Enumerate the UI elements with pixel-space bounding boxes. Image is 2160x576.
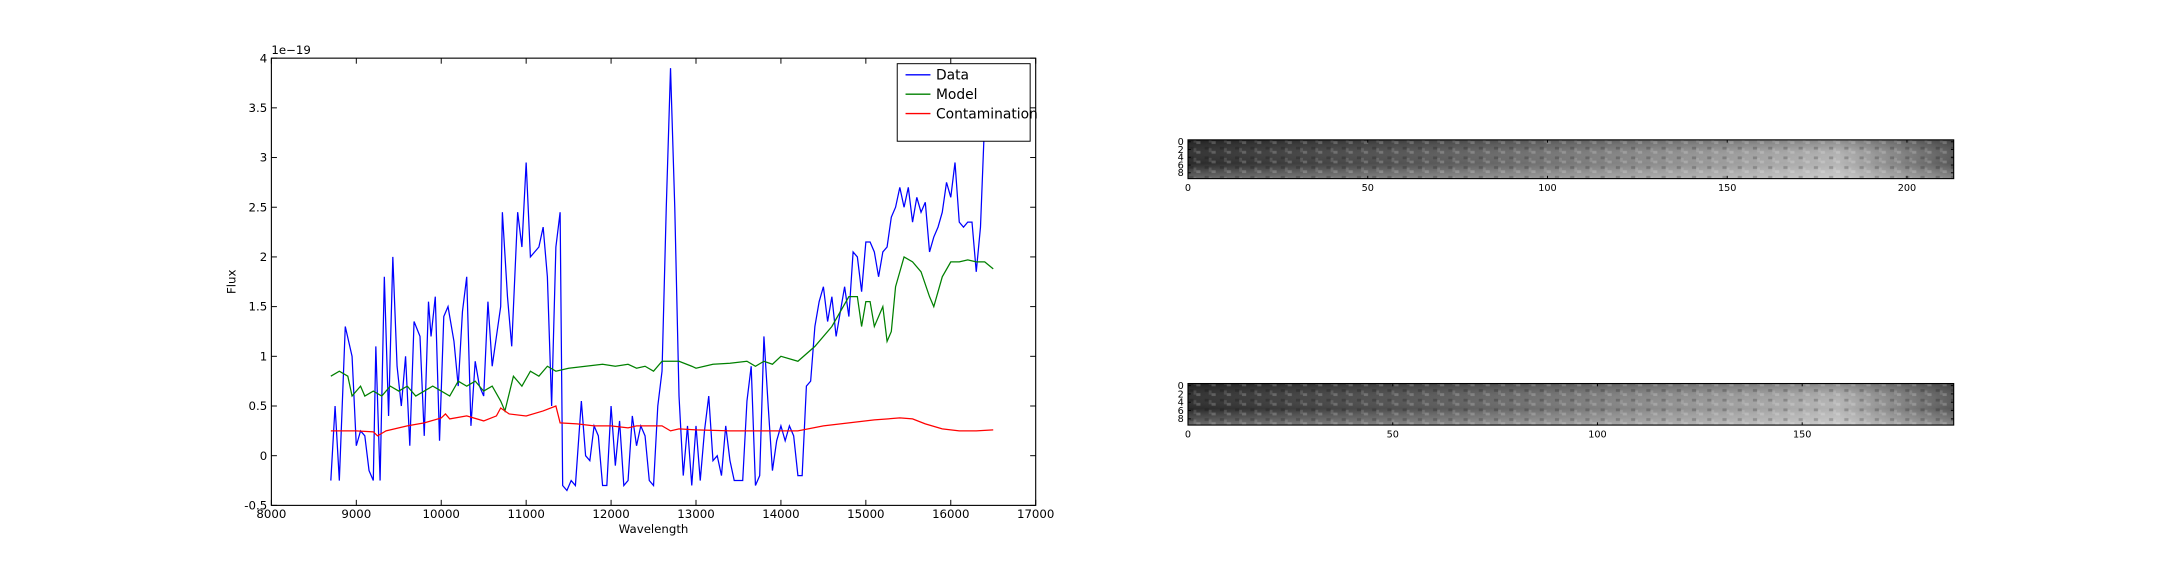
x-tick-label: 13000 <box>677 507 714 521</box>
x-tick-label: 12000 <box>592 507 629 521</box>
y-tick-label: 0 <box>1178 381 1184 392</box>
axes-frame <box>270 57 1037 506</box>
y-tick-label: 3.5 <box>249 101 268 115</box>
y-tick-label: 2 <box>1178 145 1184 156</box>
data-line <box>330 255 994 413</box>
y-tick-label: -0.5 <box>244 499 267 513</box>
x-tick-label: 100 <box>1538 183 1556 194</box>
legend-label: Model <box>936 87 978 103</box>
y-axis-label: Flux <box>224 270 238 294</box>
legend-label: Contamination <box>936 106 1038 122</box>
data-line <box>330 68 986 492</box>
legend-box <box>896 63 1031 142</box>
x-tick-label: 100 <box>1588 430 1606 441</box>
x-axis-label: Wavelength <box>619 522 689 536</box>
x-tick-label: 9000 <box>341 507 371 521</box>
y-tick-label: 2 <box>260 250 267 264</box>
image-2 <box>1188 383 1954 426</box>
y-offset-label: 1e−19 <box>271 43 311 57</box>
x-tick-label: 50 <box>1387 430 1399 441</box>
x-tick-label: 0 <box>1185 430 1191 441</box>
y-tick-label: 4 <box>260 51 267 65</box>
y-tick-label: 6 <box>1178 406 1184 417</box>
x-tick-label: 14000 <box>762 507 799 521</box>
y-tick-label: 4 <box>1178 153 1184 164</box>
x-tick-label: 11000 <box>507 507 544 521</box>
x-tick-label: 15000 <box>847 507 884 521</box>
x-tick-label: 10000 <box>423 507 460 521</box>
y-tick-label: 1.5 <box>249 300 268 314</box>
image-1 <box>1188 139 1954 179</box>
x-tick-label: 150 <box>1793 430 1812 441</box>
y-tick-label: 0.5 <box>249 399 268 413</box>
legend-label: Data <box>936 68 969 84</box>
axes-frame <box>1187 139 1955 180</box>
y-tick-label: 2.5 <box>249 200 268 214</box>
x-tick-label: 8000 <box>256 507 286 521</box>
x-tick-label: 16000 <box>932 507 969 521</box>
x-tick-label: 50 <box>1362 183 1374 194</box>
data-line <box>330 405 994 437</box>
y-tick-label: 8 <box>1178 168 1184 179</box>
x-tick-label: 0 <box>1185 183 1191 194</box>
y-tick-label: 2 <box>1178 389 1184 400</box>
x-tick-label: 150 <box>1718 183 1737 194</box>
y-tick-label: 0 <box>1178 137 1184 148</box>
x-tick-label: 17000 <box>1017 507 1054 521</box>
y-tick-label: 4 <box>1178 398 1184 409</box>
axes-frame <box>1187 382 1955 426</box>
y-tick-label: 8 <box>1178 414 1184 425</box>
y-tick-label: 1 <box>260 349 267 363</box>
y-tick-label: 3 <box>260 151 267 165</box>
y-tick-label: 6 <box>1178 160 1184 171</box>
x-tick-label: 200 <box>1898 183 1917 194</box>
y-tick-label: 0 <box>260 449 267 463</box>
